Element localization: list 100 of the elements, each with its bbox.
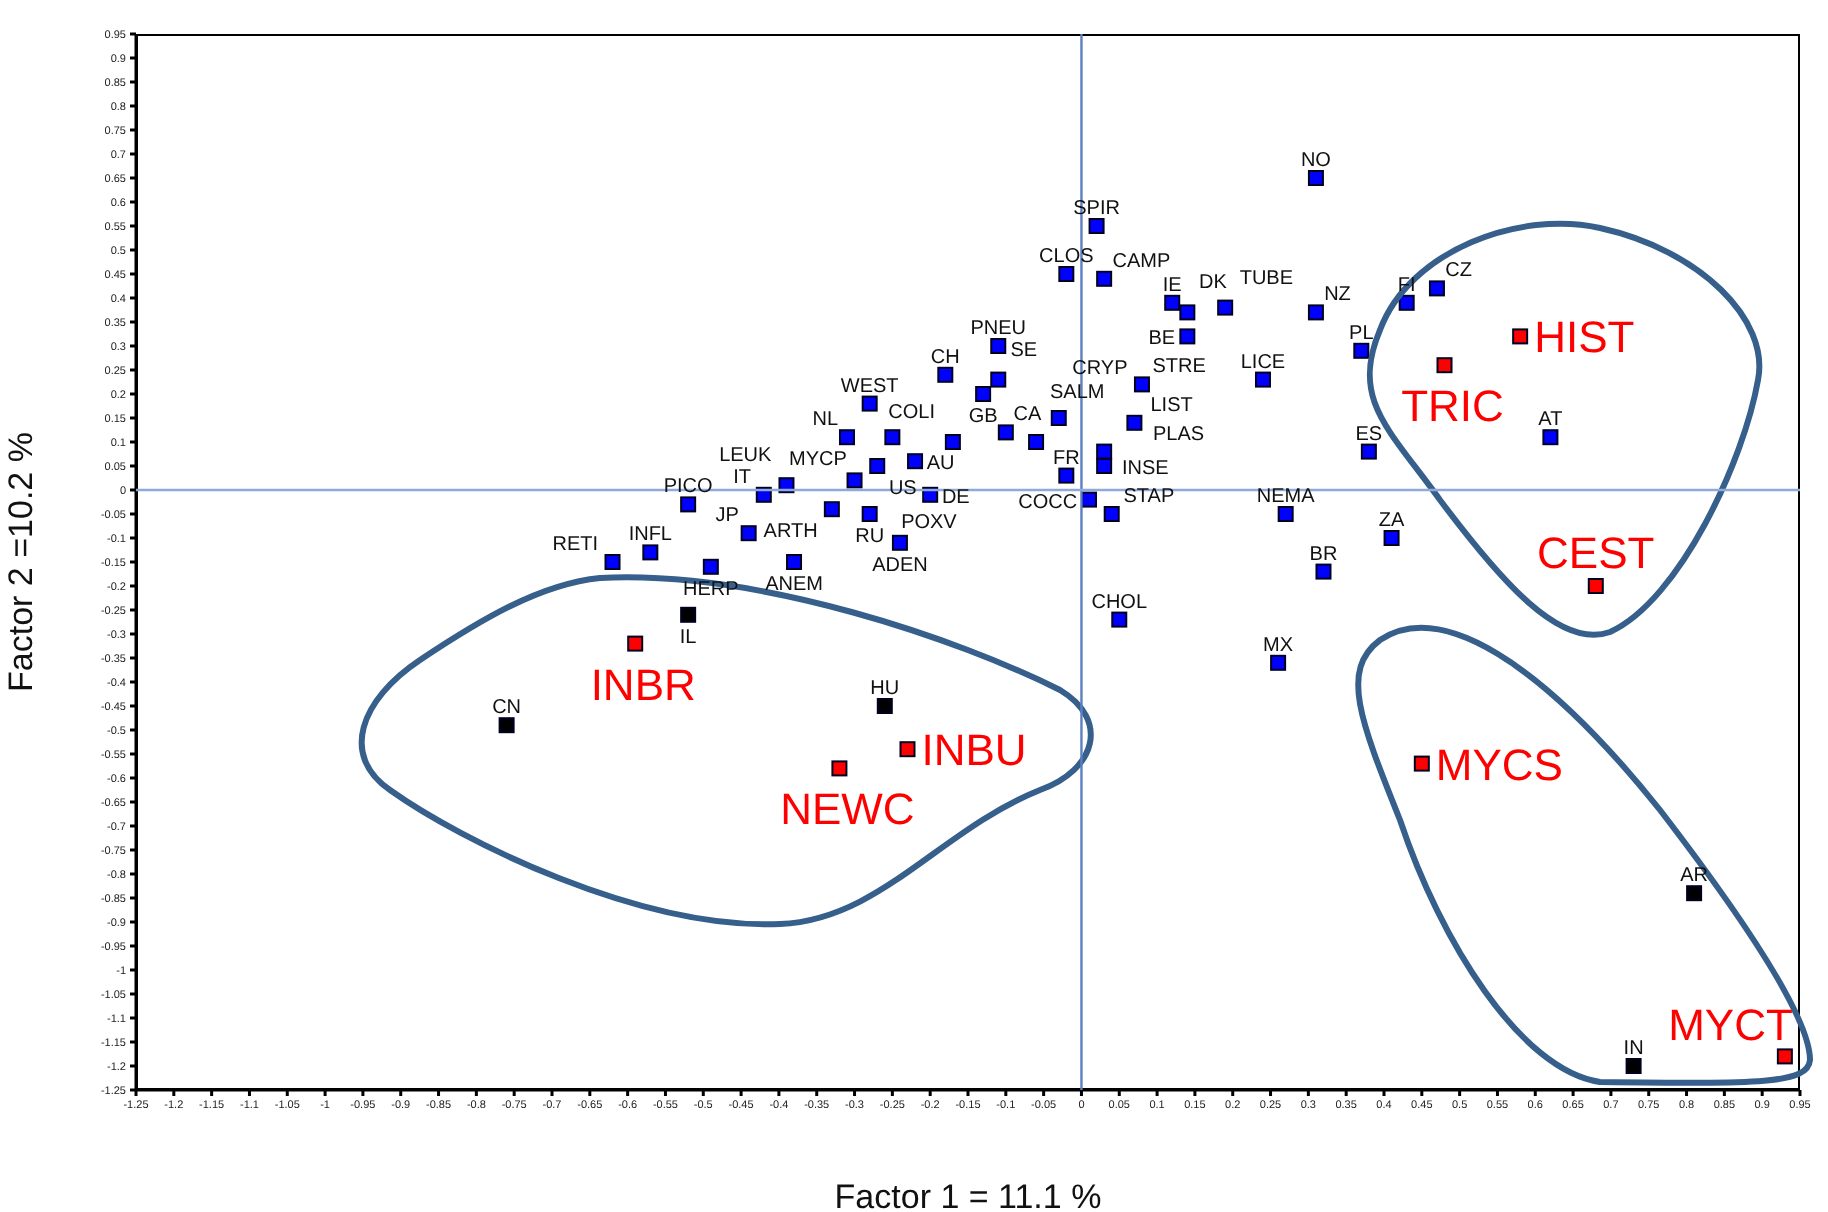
annotation: LEUK	[719, 445, 773, 468]
annotation: IL	[679, 626, 698, 649]
point	[1050, 410, 1067, 426]
annotation: JP	[715, 505, 740, 528]
point	[1096, 443, 1113, 460]
annotation: DK	[1199, 272, 1228, 295]
annotation: GB	[968, 406, 999, 428]
annotation: ANEM	[765, 574, 823, 596]
point	[1353, 342, 1370, 359]
annotation: PICO	[663, 476, 714, 499]
annotation: INBR	[590, 659, 696, 710]
annotation: WEST	[840, 375, 899, 398]
point	[1133, 376, 1150, 393]
annotation: CAMP	[1112, 250, 1171, 273]
annotation: ADEN	[872, 554, 928, 577]
point	[869, 458, 886, 474]
point	[1625, 1058, 1642, 1074]
point	[1436, 357, 1453, 374]
point	[975, 386, 992, 402]
annotation: TRIC	[1401, 381, 1505, 432]
annotation: TUBE	[1239, 267, 1294, 290]
annotation: AU	[926, 453, 955, 476]
point	[604, 554, 621, 570]
point	[990, 338, 1007, 354]
annotation: INSE	[1122, 458, 1170, 480]
point	[831, 760, 848, 777]
annotation: NEMA	[1256, 486, 1316, 508]
point	[944, 434, 961, 450]
point	[899, 741, 916, 758]
annotation: IN	[1623, 1038, 1644, 1060]
point	[1686, 885, 1703, 902]
point	[1179, 304, 1196, 321]
point	[680, 496, 697, 513]
annotation: LICE	[1240, 351, 1286, 374]
point	[876, 698, 893, 714]
annotation: CHOL	[1091, 591, 1148, 614]
annotation: PL	[1349, 322, 1375, 345]
annotation: DE	[941, 486, 971, 509]
point	[680, 606, 697, 623]
annotation: CN	[492, 697, 522, 720]
annotation: RU	[855, 526, 885, 548]
point	[1164, 294, 1181, 311]
point	[990, 371, 1007, 388]
annotation: COLI	[888, 402, 936, 424]
point	[1217, 299, 1234, 316]
point	[1512, 328, 1529, 345]
point	[498, 717, 515, 734]
annotation: SE	[1010, 339, 1038, 362]
point	[1179, 328, 1196, 345]
annotation: STAP	[1123, 486, 1175, 508]
point	[1270, 654, 1287, 671]
point	[1428, 280, 1445, 297]
point	[1126, 414, 1143, 431]
annotation: STRE	[1152, 356, 1207, 379]
annotation: HU	[870, 678, 900, 700]
point	[937, 366, 954, 383]
point	[1277, 506, 1294, 522]
point	[1254, 371, 1271, 388]
annotation: MYCT	[1668, 1000, 1793, 1051]
annotation: MYCS	[1435, 739, 1563, 790]
annotation: CA	[1013, 404, 1042, 427]
point	[838, 429, 855, 446]
point	[786, 554, 803, 570]
annotation: CEST	[1537, 528, 1655, 578]
annotation: HIST	[1534, 312, 1635, 363]
annotation: ES	[1355, 423, 1383, 446]
annotation: MYCP	[789, 449, 848, 472]
annotation: POXV	[901, 512, 958, 535]
annotation: ARTH	[763, 521, 818, 544]
point	[891, 534, 908, 551]
point	[1058, 266, 1075, 282]
x-axis-title: Factor 1 = 11.1 %	[834, 1178, 1102, 1212]
point	[1096, 270, 1113, 287]
point	[1088, 218, 1105, 234]
point	[1307, 304, 1324, 321]
annotation: NZ	[1324, 284, 1351, 307]
annotation: NO	[1300, 150, 1332, 172]
annotation: INFL	[628, 524, 673, 547]
point	[1307, 170, 1324, 186]
point	[1776, 1048, 1793, 1065]
point	[702, 558, 719, 575]
point	[642, 544, 659, 561]
annotation: NL	[812, 409, 840, 432]
annotation: PLAS	[1152, 423, 1205, 446]
point	[1413, 755, 1430, 772]
annotation: FR	[1052, 447, 1080, 470]
point	[1103, 506, 1120, 522]
y-axis-title: Factor 2 =10.2 %	[2, 432, 41, 692]
point	[1587, 578, 1604, 594]
point	[1542, 429, 1559, 446]
point	[740, 525, 757, 542]
point	[823, 501, 840, 518]
annotation: US	[888, 478, 918, 500]
annotation: ZA	[1378, 510, 1405, 532]
point	[861, 506, 878, 522]
point	[861, 395, 878, 412]
point	[627, 635, 644, 652]
annotation: NEWC	[780, 784, 915, 835]
annotation: RETI	[552, 534, 599, 556]
annotation: LIST	[1150, 394, 1193, 417]
